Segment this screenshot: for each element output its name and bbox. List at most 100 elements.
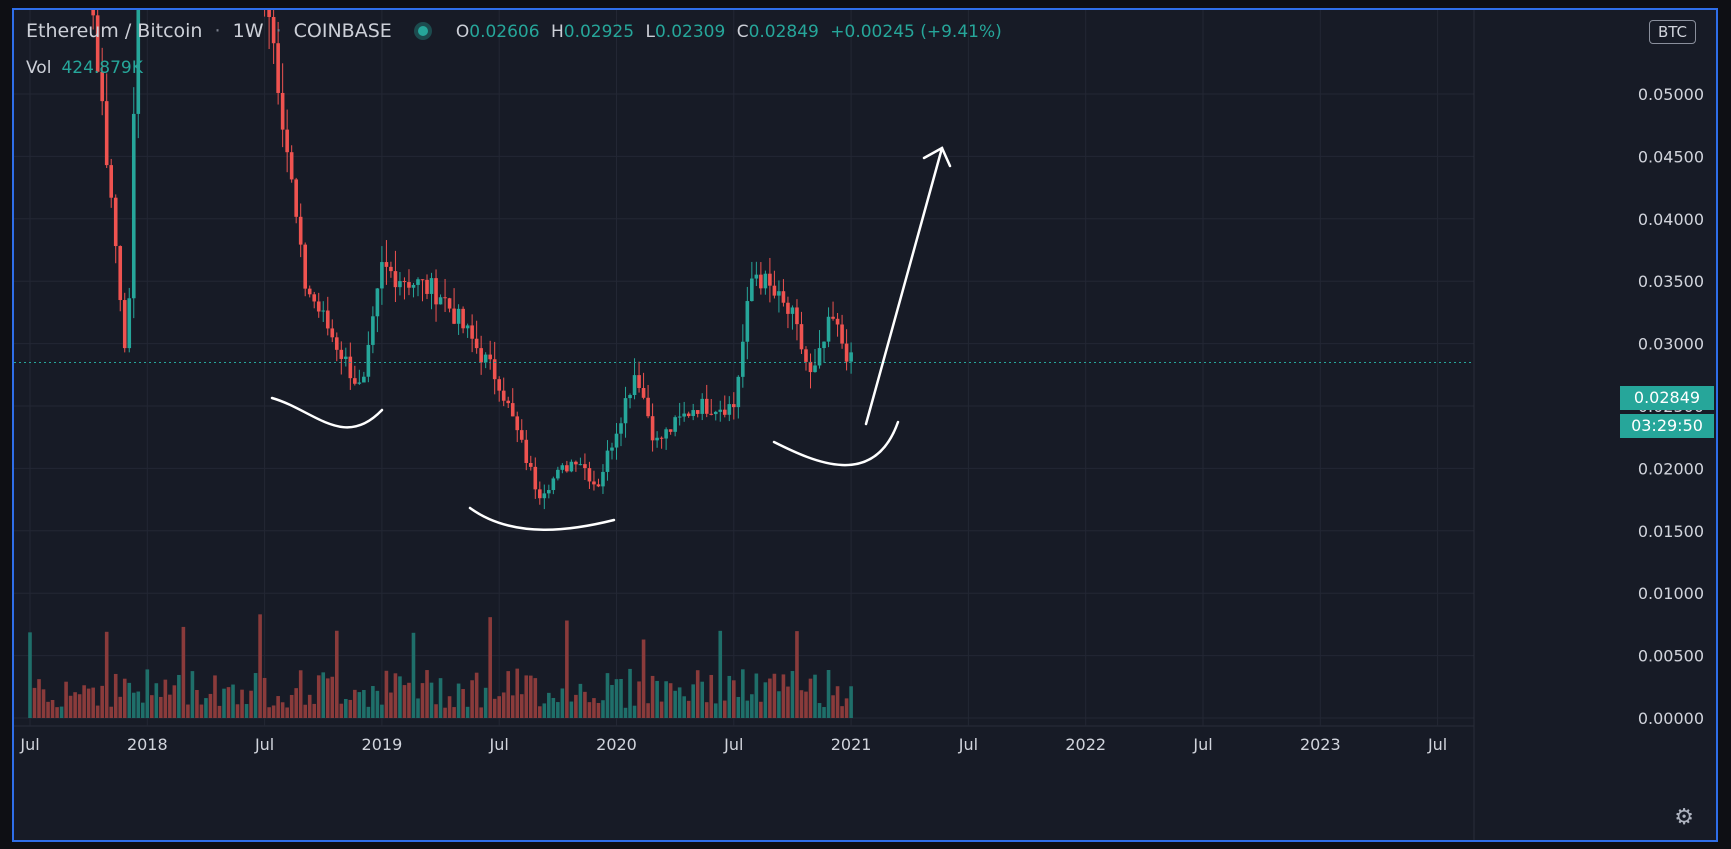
candle-body <box>519 430 524 440</box>
volume-bar <box>668 683 673 718</box>
candle-body <box>736 376 741 408</box>
interval-label[interactable]: 1W <box>232 20 264 42</box>
volume-bar <box>759 701 763 718</box>
volume-bar <box>307 694 312 718</box>
x-tick-label: 2019 <box>362 735 403 754</box>
volume-bar <box>177 674 181 718</box>
candle-body <box>578 464 583 466</box>
volume-bar <box>632 705 637 718</box>
volume-legend[interactable]: Vol 424.879K <box>26 58 143 78</box>
volume-bar <box>154 683 159 718</box>
volume-bar <box>73 692 77 718</box>
candle-body <box>835 318 840 325</box>
currency-badge[interactable]: BTC <box>1648 20 1696 44</box>
volume-bar <box>438 678 443 718</box>
settings-gear-icon[interactable]: ⚙ <box>1674 805 1694 830</box>
volume-bar <box>271 705 276 718</box>
volume-bar <box>750 694 754 718</box>
candle-body <box>384 262 389 267</box>
volume-bar <box>641 639 646 718</box>
candle-body <box>122 300 127 349</box>
volume-bar <box>569 701 574 718</box>
candle-body <box>407 282 411 288</box>
volume-bar <box>429 682 434 718</box>
volume-bar <box>163 679 168 718</box>
volume-bar <box>804 691 808 718</box>
candle-body <box>732 404 736 408</box>
volume-bar <box>226 687 231 718</box>
volume-bar <box>844 698 849 718</box>
candle-body <box>741 341 745 377</box>
volume-bar <box>849 686 853 718</box>
annotation-arrow-shaft <box>864 146 944 426</box>
candle-body <box>330 328 335 338</box>
volume-bar <box>456 683 461 718</box>
candle-body <box>307 288 312 295</box>
candle-body <box>817 348 822 366</box>
candle-body <box>339 349 344 359</box>
close-label: C <box>736 22 749 42</box>
candle-body <box>655 437 659 441</box>
volume-bar <box>777 691 781 718</box>
volume-bar <box>732 680 736 718</box>
x-tick-label: Jul <box>254 735 274 754</box>
candle-body <box>695 410 700 414</box>
volume-bar <box>41 689 46 718</box>
volume-bar <box>542 703 547 718</box>
volume-bar <box>420 683 425 718</box>
volume-bar <box>262 677 267 718</box>
candle-body <box>682 413 686 417</box>
volume-bar <box>145 669 150 718</box>
candle-body <box>443 297 447 299</box>
volume-bar <box>528 675 533 718</box>
volume-bar <box>826 669 831 718</box>
volume-bar <box>204 698 208 718</box>
candle-body <box>533 466 538 490</box>
volume-bar <box>303 704 308 718</box>
volume-bar <box>334 630 339 718</box>
volume-bar <box>64 681 68 718</box>
candle-body <box>506 400 511 404</box>
candle-body <box>691 410 695 417</box>
chart-pane[interactable]: 0.000000.005000.010000.015000.020000.025… <box>12 8 1718 842</box>
volume-bar <box>82 685 86 718</box>
candle-body <box>799 324 804 350</box>
candle-body <box>538 489 542 499</box>
volume-bar <box>253 673 258 718</box>
candle-body <box>353 378 357 384</box>
volume-bar <box>813 674 817 718</box>
volume-bar <box>790 671 795 718</box>
volume-bar <box>677 687 682 718</box>
symbol-legend[interactable]: Ethereum / Bitcoin · 1W · COINBASE O0.02… <box>26 20 1014 42</box>
close-value: 0.02849 <box>748 22 819 42</box>
volume-bar <box>55 707 59 718</box>
volume-bar <box>344 699 348 718</box>
candle-body <box>713 411 718 415</box>
volume-bar <box>362 689 366 718</box>
volume-bar <box>411 632 416 718</box>
candle-body <box>704 398 709 414</box>
volume-bar <box>822 707 826 718</box>
candle-body <box>344 356 348 359</box>
volume-bar <box>781 674 786 718</box>
volume-bar <box>506 671 511 718</box>
candle-body <box>844 343 849 362</box>
candle-body <box>632 375 637 396</box>
volume-bar <box>664 681 668 718</box>
x-tick-label: Jul <box>19 735 39 754</box>
volume-bar <box>208 693 213 718</box>
volume-bar <box>199 704 204 718</box>
annotation-curve <box>468 506 616 531</box>
candle-body <box>461 308 465 329</box>
volume-bar <box>402 685 407 718</box>
price-chart[interactable]: 0.000000.005000.010000.015000.020000.025… <box>14 10 1716 840</box>
candle-body <box>452 308 456 324</box>
x-tick-label: Jul <box>1427 735 1447 754</box>
volume-bar <box>104 631 109 718</box>
candle-body <box>709 413 714 415</box>
symbol-name[interactable]: Ethereum / Bitcoin <box>26 20 203 42</box>
exchange-label: COINBASE <box>293 20 392 42</box>
volume-bar <box>673 690 677 718</box>
candle-body <box>790 307 795 314</box>
countdown-tag: 03:29:50 <box>1620 414 1714 438</box>
